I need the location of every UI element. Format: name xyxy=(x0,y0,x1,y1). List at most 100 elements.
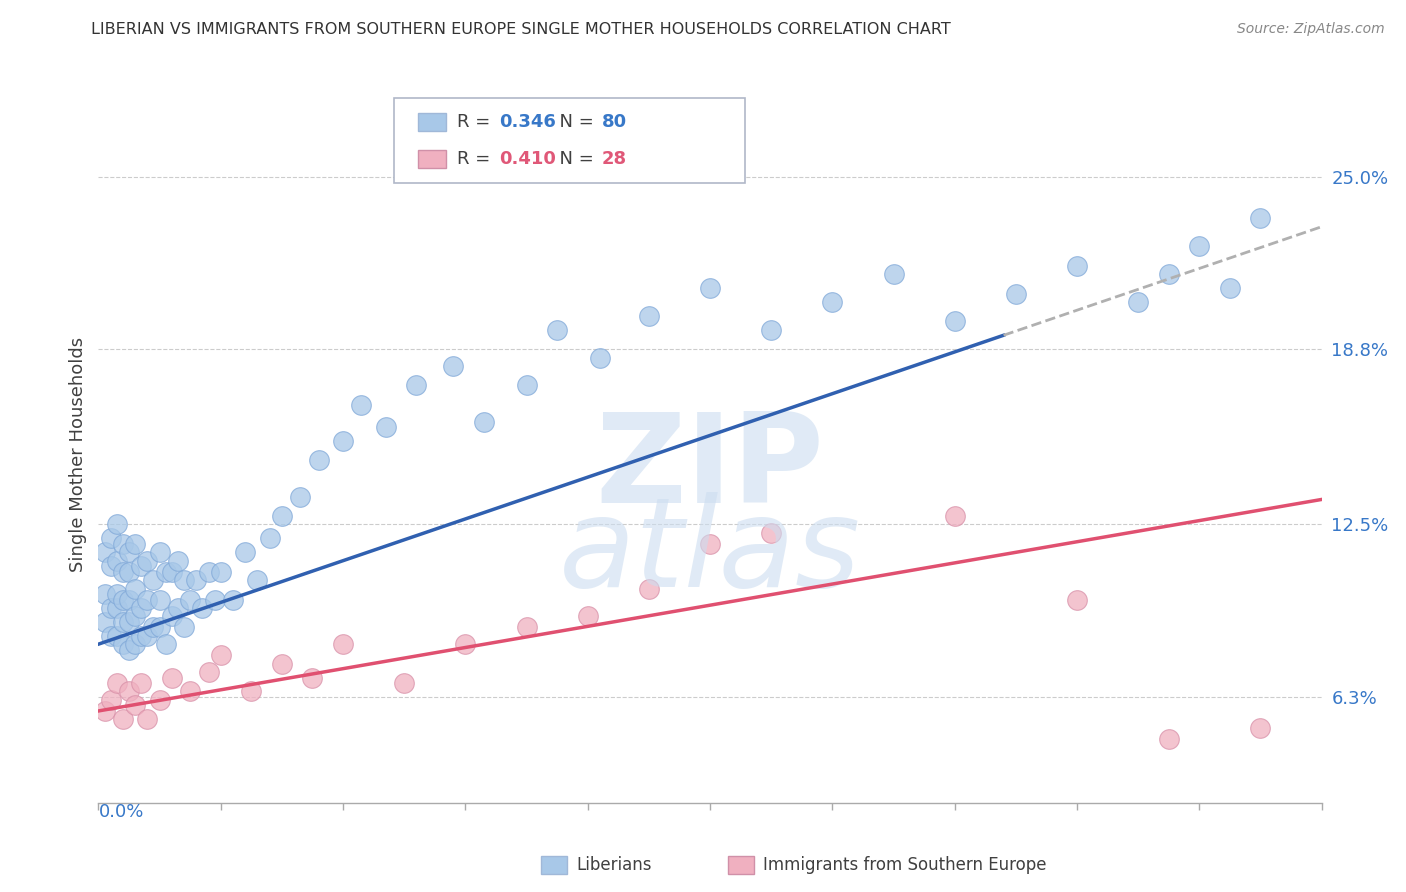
Point xyxy=(105,601,128,615)
Point xyxy=(118,642,141,657)
Point xyxy=(204,592,226,607)
Point xyxy=(155,565,177,579)
Point xyxy=(111,712,134,726)
Point xyxy=(290,490,312,504)
Point xyxy=(699,281,721,295)
Point xyxy=(149,592,172,607)
Point xyxy=(118,545,141,559)
Point xyxy=(93,704,115,718)
Text: N =: N = xyxy=(548,150,600,168)
Point xyxy=(100,629,122,643)
Point xyxy=(105,554,128,568)
Point xyxy=(589,351,612,365)
Point xyxy=(197,565,219,579)
Point xyxy=(100,559,122,574)
Point xyxy=(240,684,263,698)
Point xyxy=(270,657,292,671)
Point xyxy=(209,648,232,663)
Point xyxy=(93,587,115,601)
Point xyxy=(1066,592,1088,607)
Point xyxy=(186,573,208,587)
Point xyxy=(111,592,134,607)
Text: N =: N = xyxy=(548,113,600,131)
Point xyxy=(1249,721,1271,735)
Point xyxy=(124,537,146,551)
Point xyxy=(111,615,134,629)
Point xyxy=(943,314,966,328)
Point xyxy=(1157,731,1180,746)
Point xyxy=(105,517,128,532)
Point xyxy=(105,587,128,601)
Text: R =: R = xyxy=(457,150,496,168)
Point xyxy=(301,671,323,685)
Point xyxy=(472,415,495,429)
Point xyxy=(1004,286,1026,301)
Point xyxy=(105,629,128,643)
Point xyxy=(1249,211,1271,226)
Point xyxy=(118,565,141,579)
Point xyxy=(124,609,146,624)
Text: ZIP: ZIP xyxy=(596,409,824,529)
Point xyxy=(129,676,152,690)
Text: R =: R = xyxy=(457,113,496,131)
Point xyxy=(233,545,256,559)
Point xyxy=(197,665,219,679)
Point xyxy=(173,573,195,587)
Point xyxy=(124,698,146,713)
Point xyxy=(160,609,183,624)
Point xyxy=(454,637,477,651)
Text: 80: 80 xyxy=(602,113,627,131)
Point xyxy=(1188,239,1211,253)
Point xyxy=(136,592,159,607)
Point xyxy=(149,545,172,559)
Point xyxy=(308,453,330,467)
Point xyxy=(759,323,782,337)
Point xyxy=(136,629,159,643)
Text: 0.410: 0.410 xyxy=(499,150,555,168)
Point xyxy=(1157,267,1180,281)
Point xyxy=(1219,281,1241,295)
Point xyxy=(100,532,122,546)
Point xyxy=(259,532,281,546)
Point xyxy=(111,537,134,551)
Point xyxy=(93,545,115,559)
Point xyxy=(118,592,141,607)
Text: Immigrants from Southern Europe: Immigrants from Southern Europe xyxy=(763,856,1047,874)
Point xyxy=(136,712,159,726)
Point xyxy=(546,323,568,337)
Point xyxy=(136,554,159,568)
Point xyxy=(129,629,152,643)
Point xyxy=(179,592,201,607)
Text: atlas: atlas xyxy=(560,491,860,613)
Point xyxy=(821,294,844,309)
Point xyxy=(179,684,201,698)
Point xyxy=(270,509,292,524)
Point xyxy=(392,676,416,690)
Point xyxy=(883,267,905,281)
Point xyxy=(222,592,245,607)
Point xyxy=(124,582,146,596)
Point xyxy=(160,671,183,685)
Point xyxy=(100,693,122,707)
Point xyxy=(142,620,165,634)
Point xyxy=(129,601,152,615)
Point xyxy=(516,378,538,392)
Point xyxy=(111,565,134,579)
Point xyxy=(105,676,128,690)
Point xyxy=(149,620,172,634)
Point xyxy=(699,537,721,551)
Point xyxy=(100,601,122,615)
Point xyxy=(1066,259,1088,273)
Point xyxy=(576,609,599,624)
Point xyxy=(118,684,141,698)
Point xyxy=(516,620,538,634)
Text: 28: 28 xyxy=(602,150,627,168)
Point xyxy=(246,573,269,587)
Point xyxy=(1128,294,1150,309)
Point xyxy=(149,693,172,707)
Point xyxy=(441,359,464,373)
Point xyxy=(160,565,183,579)
Point xyxy=(191,601,214,615)
Point xyxy=(118,615,141,629)
Text: 0.0%: 0.0% xyxy=(98,803,143,821)
